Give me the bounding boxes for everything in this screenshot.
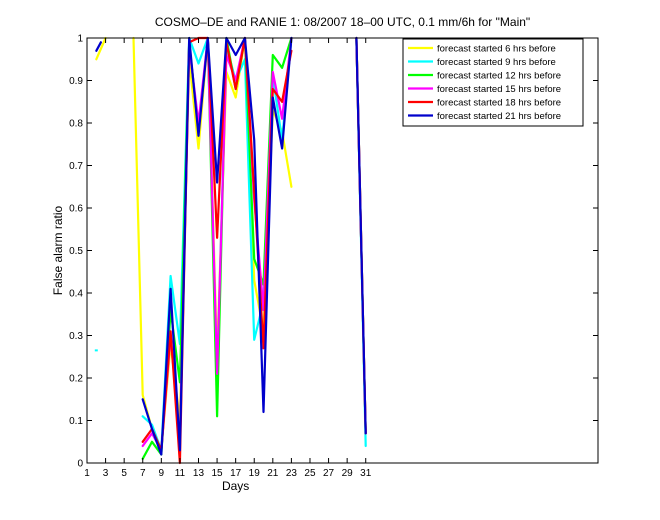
y-tick-label: 0.6 [69,204,83,215]
series-lines [94,36,367,465]
x-tick-label: 7 [140,468,146,479]
series-line-6-segment-2 [141,36,293,456]
y-tick-label: 1 [77,34,83,45]
chart-title: COSMO–DE and RANIE 1: 08/2007 18–00 UTC,… [155,15,530,29]
x-tick-label: 11 [175,468,186,479]
y-tick-label: 0.2 [69,374,83,385]
y-tick-label: 0.7 [69,161,83,172]
x-tick-label: 21 [267,468,279,479]
x-tick-label: 5 [121,468,127,479]
axis-ticks: 1 3 5 7 9 11 13 15 17 19 21 23 25 27 29 3100.10.20.30.4… [69,34,598,479]
x-tick-label: 23 [286,468,298,479]
series-line-6-segment-1 [95,41,103,52]
legend-entry-5: forecast started 18 hrs before [437,97,561,108]
series-line-5-segment-1 [141,36,293,465]
x-tick-label: 3 [103,468,109,479]
y-tick-label: 0.9 [69,76,83,87]
legend-entry-2: forecast started 9 hrs before [437,57,556,68]
x-tick-label: 9 [159,468,165,479]
y-tick-label: 0 [77,459,83,470]
x-tick-label: 17 [230,468,242,479]
x-axis-title: Days [222,479,249,493]
x-tick-label: 15 [212,468,224,479]
x-tick-label: 29 [342,468,354,479]
legend-box [402,38,584,127]
x-tick-label: 25 [304,468,316,479]
legend-entry-6: forecast started 21 hrs before [437,111,561,122]
series-line-6-segment-3 [355,36,367,435]
legend-entry-1: forecast started 6 hrs before [437,43,556,54]
x-tick-label: 1 [84,468,90,479]
x-tick-label: 31 [360,468,372,479]
y-tick-label: 0.8 [69,119,83,130]
x-tick-label: 13 [193,468,205,479]
y-tick-label: 0.4 [69,289,83,300]
legend: forecast started 6 hrs before forecast st… [402,38,584,127]
x-tick-label: 19 [249,468,261,479]
y-axis-title: False alarm ratio [51,206,65,296]
series-line-1-segment-1 [95,36,107,61]
y-tick-label: 0.5 [69,246,83,257]
legend-entry-3: forecast started 12 hrs before [437,70,561,81]
y-tick-label: 0.3 [69,331,83,342]
y-tick-label: 0.1 [69,416,83,427]
legend-entry-4: forecast started 15 hrs before [437,84,561,95]
x-tick-label: 27 [323,468,335,479]
